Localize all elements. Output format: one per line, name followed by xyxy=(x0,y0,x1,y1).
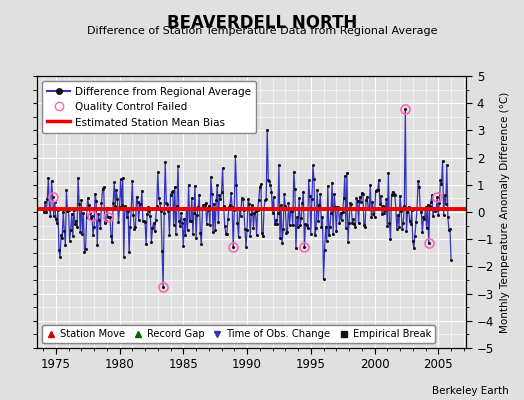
Text: Berkeley Earth: Berkeley Earth xyxy=(432,386,508,396)
Text: Difference of Station Temperature Data from Regional Average: Difference of Station Temperature Data f… xyxy=(87,26,437,36)
Legend: Station Move, Record Gap, Time of Obs. Change, Empirical Break: Station Move, Record Gap, Time of Obs. C… xyxy=(42,325,435,343)
Y-axis label: Monthly Temperature Anomaly Difference (°C): Monthly Temperature Anomaly Difference (… xyxy=(500,91,510,333)
Text: BEAVERDELL NORTH: BEAVERDELL NORTH xyxy=(167,14,357,32)
